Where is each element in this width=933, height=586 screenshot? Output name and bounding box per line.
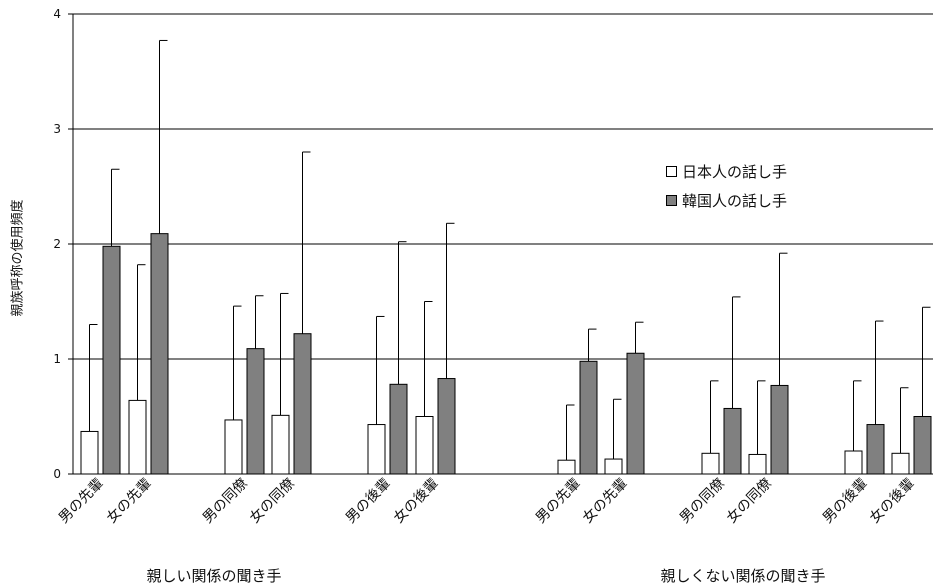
legend-label-japanese: 日本人の話し手 (682, 162, 788, 181)
x-tick-label: 男の後輩 (343, 476, 394, 527)
bar-japanese (224, 419, 243, 475)
x-tick-label: 女の先輩 (579, 475, 631, 527)
bar-japanese (701, 452, 720, 475)
bar-korean (913, 416, 932, 475)
legend-label-korean: 韓国人の話し手 (682, 191, 788, 210)
bar-japanese (891, 452, 910, 475)
x-tick-label: 女の後輩 (866, 475, 918, 527)
y-tick-label: 4 (53, 7, 61, 21)
bar-korean (150, 233, 169, 475)
x-tick-label: 男の先輩 (533, 476, 584, 527)
legend-swatch-japanese (666, 165, 677, 177)
bar-japanese (80, 430, 99, 475)
bar-japanese (844, 450, 863, 475)
bar-korean (102, 245, 121, 475)
x-tick-label: 女の同僚 (246, 475, 298, 527)
group-label-not-close: 親しくない関係の聞き手 (660, 567, 826, 585)
y-tick-label: 3 (53, 122, 61, 136)
bar-japanese (415, 416, 434, 475)
group-label-close: 親しい関係の聞き手 (146, 567, 282, 585)
y-tick-label: 1 (53, 352, 61, 366)
x-tick-label: 男の先輩 (56, 476, 107, 527)
legend-swatch-korean (666, 194, 677, 206)
bar-korean (389, 383, 408, 475)
x-tick-label: 女の後輩 (390, 475, 442, 527)
bar-korean (626, 352, 645, 475)
x-tick-label: 女の同僚 (723, 475, 775, 527)
x-tick-label: 男の同僚 (200, 476, 251, 527)
bar-korean (770, 384, 789, 475)
x-tick-label: 女の先輩 (103, 475, 155, 527)
bar-korean (579, 360, 598, 475)
bar-japanese (557, 459, 576, 475)
y-axis-title: 親族呼称の使用頻度 (10, 199, 26, 317)
bar-korean (246, 348, 265, 475)
bar-japanese (367, 424, 386, 475)
y-tick-label: 0 (53, 467, 61, 481)
y-tick-label: 2 (53, 237, 61, 251)
bar-korean (293, 333, 312, 475)
x-tick-label: 男の後輩 (820, 476, 871, 527)
legend-item-japanese: 日本人の話し手 (666, 160, 787, 182)
bar-japanese (604, 458, 623, 475)
x-tick-label: 男の同僚 (677, 476, 728, 527)
bar-korean (866, 424, 885, 475)
bar-korean (437, 378, 456, 475)
legend-item-korean: 韓国人の話し手 (666, 189, 787, 211)
bar-japanese (128, 399, 147, 475)
legend: 日本人の話し手 韓国人の話し手 (666, 160, 787, 218)
bar-japanese (748, 453, 767, 475)
bar-korean (723, 407, 742, 475)
bar-japanese (271, 414, 290, 475)
